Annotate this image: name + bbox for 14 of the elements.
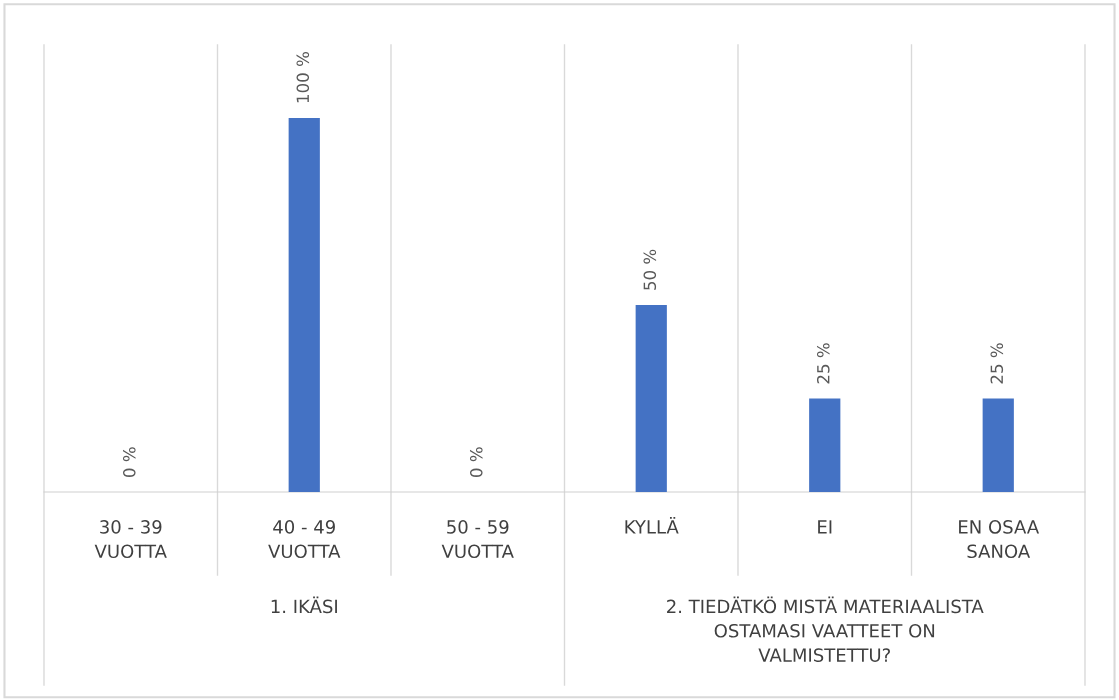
data-label: 25 % — [990, 343, 1004, 384]
x-tick-label: 40 - 49 VUOTTA — [268, 520, 341, 559]
text: 1. IKÄSI — [271, 596, 337, 614]
x-tick-label: KYLLÄ — [625, 517, 679, 534]
data-label: 0 % — [469, 447, 483, 478]
x-tick-label: EI — [818, 520, 832, 534]
data-label: 50 % — [643, 249, 657, 290]
x-tick-label: 30 - 39 VUOTTA — [94, 520, 167, 559]
x-tick-label: 50 - 59 VUOTTA — [441, 520, 514, 559]
data-label: 100 % — [296, 52, 310, 103]
data-label: 25 % — [816, 343, 830, 384]
text: 2. TIEDÄTKÖ MISTÄ MATERIAALISTA OSTAMASI VAATTEET ON VALMISTETTU? — [667, 596, 984, 662]
x-tick-label: EN OSAA SANOA — [959, 520, 1040, 559]
data-label: 0 % — [122, 447, 136, 478]
